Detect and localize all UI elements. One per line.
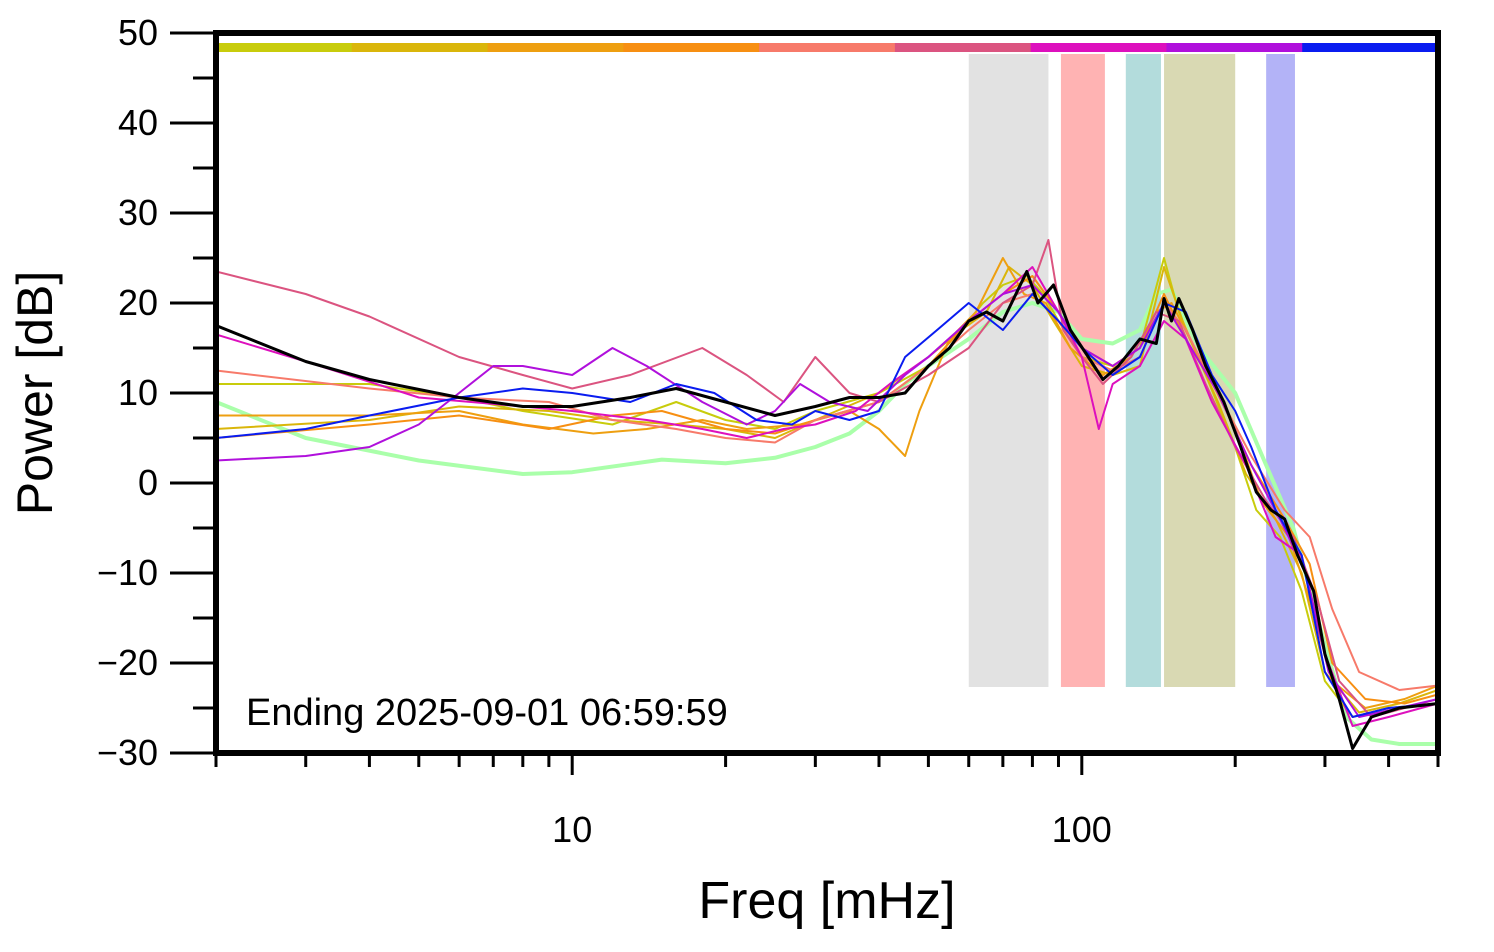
frequency-band-3	[1125, 54, 1161, 687]
ending-timestamp: Ending 2025-09-01 06:59:59	[246, 692, 728, 734]
color-bar-segment-6	[894, 43, 1032, 52]
spectrum-series	[216, 239, 1438, 750]
spectrum-line-11	[216, 270, 1438, 750]
color-bar-segment-1	[216, 43, 353, 52]
x-tick-label: 100	[1052, 809, 1112, 850]
y-tick-label: −20	[97, 642, 158, 683]
spectrum-line-2	[216, 257, 1438, 718]
spectrum-line-1	[216, 287, 1438, 746]
y-tick-label: −10	[97, 552, 158, 593]
color-bar-segment-3	[487, 43, 624, 52]
x-axis-label: Freq [mHz]	[698, 872, 955, 930]
frequency-band-5	[1266, 54, 1295, 687]
x-axis: 10 100	[214, 753, 1440, 850]
x-tick-label: 10	[552, 809, 592, 850]
y-tick-label: 0	[138, 462, 158, 503]
spectrum-line-7	[216, 239, 1438, 718]
color-bar-segment-2	[351, 43, 489, 52]
y-axis-label: Power [dB]	[7, 271, 63, 516]
color-bar-segment-7	[1030, 43, 1167, 52]
frequency-band-1	[968, 54, 1049, 687]
y-tick-label: −30	[97, 732, 158, 773]
color-bar-segment-4	[623, 43, 760, 52]
spectrum-line-9	[216, 284, 1438, 718]
y-tick-label: 50	[118, 12, 158, 53]
spectrum-line-8	[216, 266, 1438, 727]
spectrum-line-10	[216, 293, 1438, 718]
y-tick-label: 40	[118, 102, 158, 143]
color-bar-segment-9	[1302, 43, 1439, 52]
y-tick-label: 30	[118, 192, 158, 233]
y-tick-label: 10	[118, 372, 158, 413]
plot-frame	[213, 30, 1441, 756]
spectrum-line-6	[216, 293, 1438, 691]
color-bar-segment-8	[1166, 43, 1303, 52]
spectrum-line-4	[216, 257, 1438, 709]
time-color-bar	[216, 43, 1439, 52]
y-tick-label: 20	[118, 282, 158, 323]
y-axis: 50 40 30 20 10 0 −10 −20 −30	[97, 12, 216, 773]
color-bar-segment-5	[759, 43, 896, 52]
